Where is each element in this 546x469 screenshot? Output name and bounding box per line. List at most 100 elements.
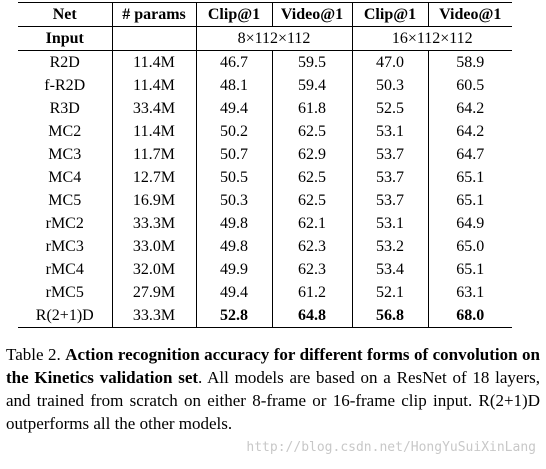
accuracy: 50.3 [195, 189, 272, 212]
net-name: MC2 [48, 123, 82, 140]
accuracy: 62.1 [271, 212, 352, 235]
accuracy: 62.5 [271, 189, 352, 212]
accuracy: 62.3 [271, 258, 352, 281]
input-setting: 8×112×112 [195, 26, 352, 51]
table-row: f-R2D 11.4M 48.1 59.4 50.3 60.5 [18, 74, 512, 97]
accuracy: 59.5 [271, 50, 352, 74]
accuracy: 65.1 [427, 258, 512, 281]
net-name: MC4 [48, 169, 82, 186]
accuracy: 63.1 [427, 281, 512, 304]
accuracy: 64.9 [427, 212, 512, 235]
accuracy: 64.2 [427, 97, 512, 120]
param-count: 16.9M [111, 189, 196, 212]
param-count: 11.4M [111, 74, 196, 97]
header-cell: Video@1 [271, 2, 352, 27]
table-row: rMC2 33.3M 49.8 62.1 53.1 64.9 [18, 212, 512, 235]
caption-title: Action recognition accuracy for differen… [6, 345, 541, 387]
accuracy: 49.8 [195, 235, 272, 258]
accuracy: 59.4 [271, 74, 352, 97]
accuracy: 47.0 [351, 50, 428, 74]
param-count: 33.3M [111, 212, 196, 235]
table-row: rMC4 32.0M 49.9 62.3 53.4 65.1 [18, 258, 512, 281]
table-row: MC2 11.4M 50.2 62.5 53.1 64.2 [18, 120, 512, 143]
table-row: rMC5 27.9M 49.4 61.2 52.1 63.1 [18, 281, 512, 304]
table-row: MC5 16.9M 50.3 62.5 53.7 65.1 [18, 189, 512, 212]
accuracy: 49.4 [195, 97, 272, 120]
accuracy: 60.5 [427, 74, 512, 97]
header-cell: Video@1 [427, 2, 512, 27]
accuracy: 53.7 [351, 143, 428, 166]
param-count: 11.7M [111, 143, 196, 166]
empty-cell [111, 26, 196, 51]
accuracy: 46.7 [195, 50, 272, 74]
input-row: Input 8×112×112 16×112×112 [18, 26, 512, 51]
caption: Table 2. Action recognition accuracy for… [6, 343, 540, 435]
table-body: R2D 11.4M 46.7 59.5 47.0 58.9 f-R2D 11.4M 48.1 59… [18, 50, 512, 328]
accuracy: 58.9 [427, 50, 512, 74]
accuracy: 64.8 [271, 304, 352, 328]
net-name: f-R2D [44, 77, 86, 94]
accuracy: 68.0 [427, 304, 512, 328]
accuracy: 49.8 [195, 212, 272, 235]
accuracy: 50.2 [195, 120, 272, 143]
param-count: 33.0M [111, 235, 196, 258]
accuracy: 62.3 [271, 235, 352, 258]
accuracy: 49.4 [195, 281, 272, 304]
input-setting: 16×112×112 [351, 26, 512, 51]
net-name: rMC2 [45, 215, 84, 232]
accuracy: 64.7 [427, 143, 512, 166]
accuracy: 61.8 [271, 97, 352, 120]
accuracy: 62.9 [271, 143, 352, 166]
accuracy: 64.2 [427, 120, 512, 143]
accuracy: 50.5 [195, 166, 272, 189]
param-count: 27.9M [111, 281, 196, 304]
accuracy: 61.2 [271, 281, 352, 304]
input-label: Input [18, 26, 112, 51]
accuracy: 65.0 [427, 235, 512, 258]
net-name: R2D [49, 54, 80, 71]
accuracy: 62.5 [271, 166, 352, 189]
header-cell: Net [18, 2, 112, 27]
net-name: rMC3 [45, 238, 84, 255]
watermark: http://blog.csdn.net/HongYuSuiXinLang [246, 440, 536, 455]
accuracy: 48.1 [195, 74, 272, 97]
param-count: 33.3M [111, 304, 196, 328]
param-count: 33.4M [111, 97, 196, 120]
param-count: 12.7M [111, 166, 196, 189]
accuracy: 49.9 [195, 258, 272, 281]
results-table: Net # params Clip@1 Video@1 Clip@1 Video@1 In… [18, 2, 512, 328]
net-name: rMC5 [45, 284, 84, 301]
header-cell: Clip@1 [195, 2, 272, 27]
param-count: 32.0M [111, 258, 196, 281]
accuracy: 56.8 [351, 304, 428, 328]
accuracy: 53.2 [351, 235, 428, 258]
net-name: R3D [49, 100, 80, 117]
net-name: R(2+1)D [18, 304, 112, 328]
net-name: MC3 [48, 146, 82, 163]
caption-label: Table 2. [6, 345, 61, 364]
accuracy: 53.4 [351, 258, 428, 281]
accuracy: 65.1 [427, 166, 512, 189]
accuracy: 53.7 [351, 189, 428, 212]
accuracy: 52.1 [351, 281, 428, 304]
accuracy: 50.3 [351, 74, 428, 97]
param-count: 11.4M [111, 50, 196, 74]
table-row: R3D 33.4M 49.4 61.8 52.5 64.2 [18, 97, 512, 120]
net-name: rMC4 [45, 261, 84, 278]
accuracy: 65.1 [427, 189, 512, 212]
accuracy: 53.1 [351, 212, 428, 235]
accuracy: 53.7 [351, 166, 428, 189]
net-name: MC5 [48, 192, 82, 209]
accuracy: 53.1 [351, 120, 428, 143]
accuracy: 62.5 [271, 120, 352, 143]
table-row: MC4 12.7M 50.5 62.5 53.7 65.1 [18, 166, 512, 189]
param-count: 11.4M [111, 120, 196, 143]
caption-text: . All models are based on a ResNet of 18… [6, 368, 540, 433]
header-cell: Clip@1 [351, 2, 428, 27]
header-row: Net # params Clip@1 Video@1 Clip@1 Video@1 [18, 2, 512, 27]
table-row: rMC3 33.0M 49.8 62.3 53.2 65.0 [18, 235, 512, 258]
header-cell: # params [111, 2, 196, 27]
table-row: R2D 11.4M 46.7 59.5 47.0 58.9 [18, 50, 512, 74]
accuracy: 52.8 [195, 304, 272, 328]
